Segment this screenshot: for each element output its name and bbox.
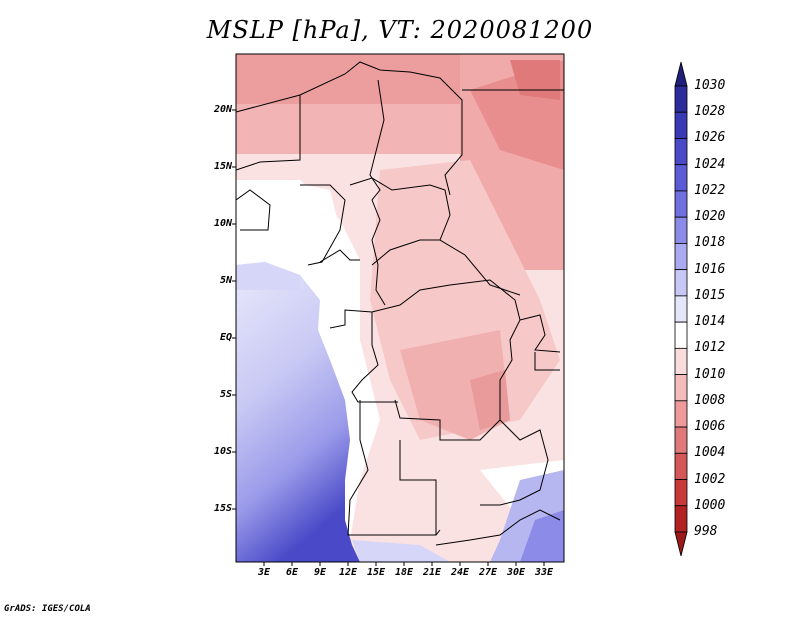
colorbar-label: 1006 [694, 419, 726, 435]
colorbar-segment [674, 190, 688, 218]
colorbar-segment [674, 426, 688, 454]
x-tick-label: 21E [422, 567, 442, 578]
y-tick-label: 5N [219, 275, 232, 286]
colorbar-segment [674, 85, 688, 113]
colorbar-segment [674, 138, 688, 166]
x-tick-label: 3E [257, 567, 271, 578]
colorbar-label: 1022 [694, 182, 726, 198]
colorbar-label: 1016 [694, 261, 726, 277]
colorbar-label: 1008 [694, 392, 726, 408]
colorbar-segment [674, 269, 688, 297]
x-tick-label: 33E [534, 567, 554, 578]
x-tick-label: 24E [450, 567, 470, 578]
x-tick-label: 9E [313, 567, 327, 578]
colorbar-label: 1002 [694, 471, 726, 487]
colorbar-segment [674, 61, 688, 87]
y-tick-label: 15N [213, 161, 232, 172]
colorbar-label: 1004 [694, 445, 726, 461]
colorbar-segment [674, 400, 688, 428]
colorbar-segment [674, 505, 688, 533]
y-tick-label: 10N [213, 218, 232, 229]
colorbar-label: 1015 [694, 287, 726, 303]
x-tick-label: 12E [338, 567, 358, 578]
y-tick-label: 5S [219, 389, 232, 400]
colorbar-label: 998 [694, 524, 718, 539]
y-tick-label: 10S [213, 446, 232, 457]
colorbar-segment [674, 479, 688, 507]
colorbar-segment [674, 164, 688, 192]
colorbar-segment [674, 295, 688, 323]
x-tick-label: 15E [366, 567, 386, 578]
y-tick-label: 15S [213, 503, 232, 514]
colorbar-label: 1012 [694, 340, 726, 356]
colorbar-label: 1028 [694, 104, 726, 120]
colorbar-label: 1010 [694, 366, 726, 382]
credit-label: GrADS: IGES/COLA [4, 604, 91, 614]
colorbar-segment [674, 531, 688, 557]
axis-ticks [232, 109, 545, 566]
colorbar-label: 1024 [694, 156, 726, 172]
colorbar-segment [674, 321, 688, 349]
map-frame [235, 53, 565, 563]
y-tick-label: 20N [213, 104, 232, 115]
colorbar-segment [674, 243, 688, 271]
colorbar-segment [674, 111, 688, 139]
y-tick-label: EQ [219, 332, 232, 343]
colorbar [674, 61, 688, 557]
colorbar-label: 1014 [694, 314, 726, 330]
x-tick-label: 18E [394, 567, 414, 578]
colorbar-segment [674, 347, 688, 375]
x-tick-label: 6E [285, 567, 299, 578]
x-tick-label: 27E [478, 567, 498, 578]
country-borders [236, 61, 564, 546]
colorbar-label: 1018 [694, 235, 726, 251]
colorbar-segment [674, 452, 688, 480]
colorbar-label: 1030 [694, 78, 726, 93]
colorbar-segment [674, 374, 688, 402]
map-title: MSLP [hPa], VT: 2020081200 [206, 16, 594, 44]
colorbar-label: 1020 [694, 209, 726, 225]
colorbar-label: 1000 [694, 497, 726, 513]
colorbar-segment [674, 216, 688, 244]
colorbar-label: 1026 [694, 130, 726, 146]
pressure-field [236, 54, 564, 562]
x-tick-label: 30E [506, 567, 526, 578]
